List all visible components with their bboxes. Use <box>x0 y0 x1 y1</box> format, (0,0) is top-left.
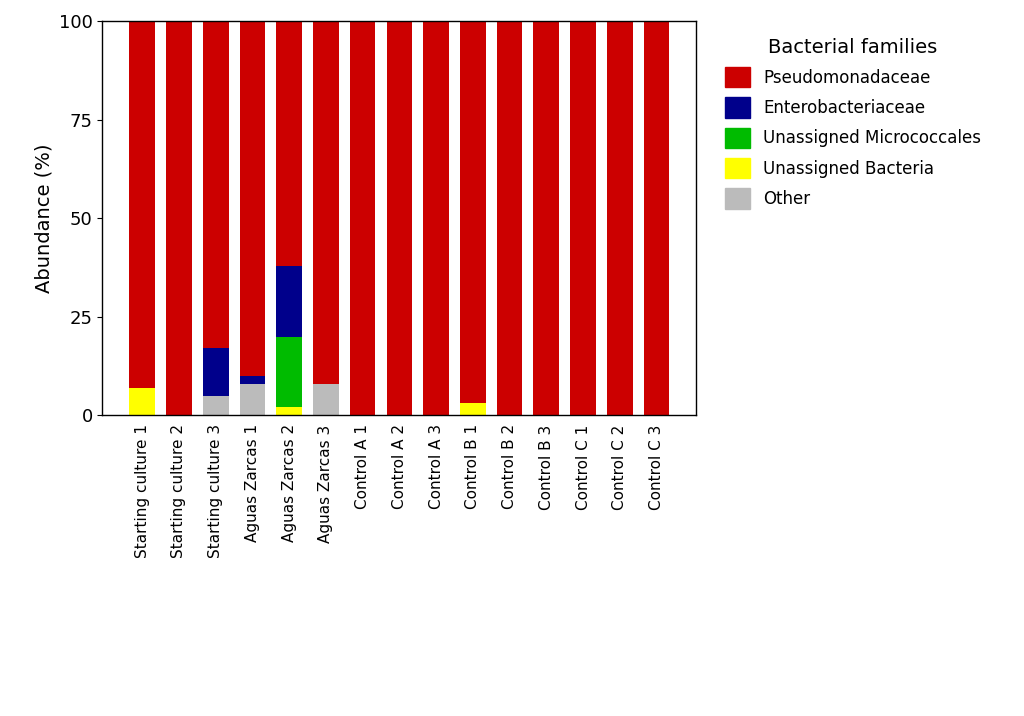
Bar <box>644 21 670 415</box>
Bar <box>276 266 302 337</box>
Bar <box>570 21 596 415</box>
Bar <box>313 21 339 384</box>
Bar <box>313 384 339 415</box>
Bar <box>607 21 633 415</box>
Bar <box>386 21 413 415</box>
Bar <box>203 21 228 349</box>
Bar <box>240 384 265 415</box>
Bar <box>534 21 559 415</box>
Bar <box>276 21 302 266</box>
Bar <box>276 337 302 407</box>
Bar <box>460 21 485 404</box>
Legend: Pseudomonadaceae, Enterobacteriaceae, Unassigned Micrococcales, Unassigned Bacte: Pseudomonadaceae, Enterobacteriaceae, Un… <box>717 30 989 217</box>
Y-axis label: Abundance (%): Abundance (%) <box>34 144 53 293</box>
Bar <box>423 21 449 415</box>
Bar <box>240 376 265 384</box>
Bar <box>497 21 522 415</box>
Bar <box>460 404 485 415</box>
Bar <box>203 349 228 395</box>
Bar <box>240 21 265 376</box>
Bar <box>129 388 155 415</box>
Bar <box>276 407 302 415</box>
Bar <box>203 395 228 415</box>
Bar <box>166 21 191 415</box>
Bar <box>350 21 376 415</box>
Bar <box>129 21 155 388</box>
